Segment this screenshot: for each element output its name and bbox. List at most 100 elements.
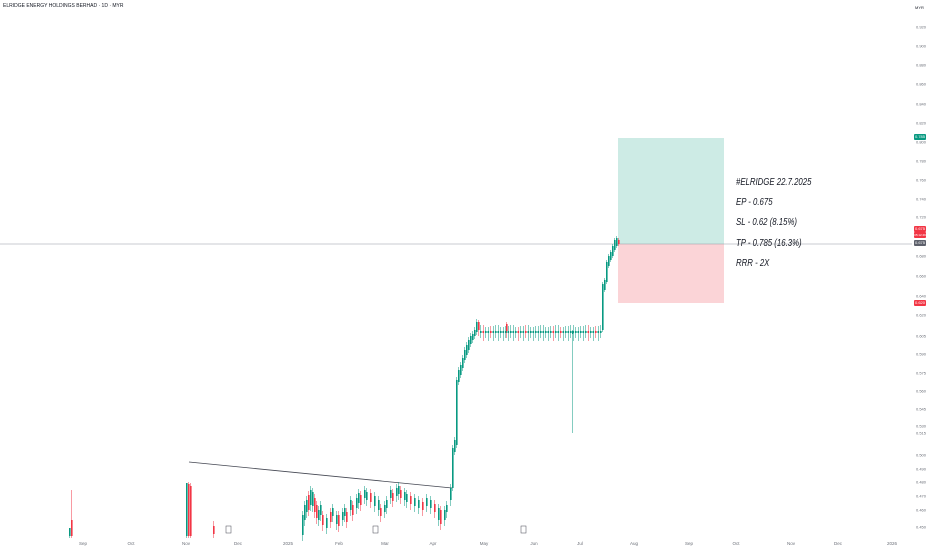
candle — [500, 327, 502, 338]
time-tick-label: 2025 — [283, 541, 294, 546]
candle — [592, 327, 595, 341]
candle — [532, 327, 535, 341]
currency-label: MYR — [915, 5, 924, 10]
time-tick-label: 2026 — [887, 541, 898, 546]
price-tick-label: 0.530 — [916, 424, 927, 429]
candle — [535, 326, 537, 338]
candle — [456, 377, 458, 448]
candle — [567, 326, 570, 341]
candle — [470, 333, 472, 347]
annotation-take-profit: TP - 0.785 (16.3%) — [736, 238, 802, 249]
price-tick-label: 0.780 — [916, 159, 927, 164]
candle — [213, 521, 215, 538]
candle — [304, 501, 306, 526]
candle — [380, 504, 382, 522]
candle — [396, 484, 398, 502]
candle — [608, 254, 610, 268]
candle — [384, 501, 386, 518]
candle — [505, 326, 507, 338]
time-tick-label: Jul — [577, 541, 583, 546]
time-tick-label: Dec — [834, 541, 843, 546]
candle — [618, 238, 620, 246]
price-tick-label: 0.760 — [916, 178, 927, 183]
candle — [312, 488, 314, 512]
annotation-stop-loss: SL - 0.62 (8.15%) — [736, 217, 797, 228]
take-profit-zone[interactable] — [618, 138, 724, 244]
candle — [308, 491, 310, 516]
candle — [302, 511, 304, 541]
event-markers[interactable] — [225, 525, 527, 534]
candle — [69, 528, 71, 538]
candle — [522, 326, 525, 341]
candle — [342, 508, 344, 526]
candle — [306, 496, 308, 518]
candle — [537, 326, 540, 341]
price-tick-label: 0.620 — [916, 313, 927, 318]
price-tick-label: 0.460 — [916, 508, 927, 513]
candle — [452, 445, 454, 491]
candle — [542, 325, 545, 341]
time-tick-label: Apr — [429, 541, 437, 546]
price-tick-label: 0.820 — [916, 121, 927, 126]
time-axis[interactable]: Sep Oct Nov Dec 2025 Feb Mar Apr May Jun Jul Aug Sep… — [79, 541, 898, 546]
candle — [472, 331, 474, 343]
candle — [186, 483, 188, 538]
price-tick-label: 0.500 — [916, 453, 927, 458]
candle — [314, 494, 316, 518]
candle — [410, 492, 412, 510]
candle — [352, 501, 354, 521]
countdown-badge: 05:12:49 — [914, 232, 926, 238]
candle — [582, 326, 585, 341]
candle — [188, 482, 190, 538]
candle — [606, 260, 608, 284]
price-tick-label: 0.560 — [916, 389, 927, 394]
candle — [510, 325, 512, 338]
candle — [71, 490, 73, 538]
candle — [565, 326, 567, 338]
time-tick-label: Sep — [79, 541, 88, 546]
candle — [390, 486, 392, 504]
last-price-badge: 0.675 — [914, 226, 926, 232]
stop-loss-zone[interactable] — [618, 244, 724, 303]
candle — [418, 496, 420, 514]
time-tick-label: Oct — [127, 541, 135, 546]
price-tick-label: 0.680 — [916, 254, 927, 259]
candle — [404, 488, 406, 506]
candle — [458, 367, 460, 385]
candle — [422, 498, 424, 516]
time-tick-label: Jun — [530, 541, 538, 546]
annotation-rrr: RRR - 2X — [736, 258, 770, 269]
symbol-title[interactable]: ELRIDGE ENERGY HOLDINGS BERHAD · 1D · MY… — [3, 3, 124, 9]
price-tick-label: 0.860 — [916, 82, 927, 87]
price-tick-label: 0.480 — [916, 480, 927, 485]
candle — [530, 327, 532, 338]
annotation-entry: EP - 0.675 — [736, 197, 773, 208]
price-axis[interactable]: 0.920 0.900 0.880 0.860 0.840 0.820 0.800 0.780… — [916, 25, 927, 530]
candle — [360, 491, 362, 511]
candle — [478, 320, 480, 336]
candle — [320, 501, 322, 521]
candle — [350, 496, 352, 516]
candle — [550, 326, 552, 338]
event-marker — [520, 525, 527, 534]
candle — [346, 508, 348, 528]
candle — [400, 486, 402, 504]
price-tick-label: 0.490 — [916, 467, 927, 472]
time-tick-label: Mar — [381, 541, 389, 546]
candle — [512, 325, 515, 341]
candle — [378, 496, 380, 516]
candle — [344, 504, 346, 522]
candle — [612, 244, 614, 258]
time-tick-label: May — [480, 541, 489, 546]
candle — [316, 501, 318, 524]
candle — [616, 236, 618, 248]
trendline[interactable] — [188, 461, 453, 489]
time-tick-label: Feb — [335, 541, 343, 546]
candle — [474, 327, 476, 339]
candle — [485, 327, 487, 338]
candle — [454, 437, 456, 455]
candle — [495, 325, 497, 338]
candle — [587, 325, 590, 341]
candle — [430, 496, 432, 514]
